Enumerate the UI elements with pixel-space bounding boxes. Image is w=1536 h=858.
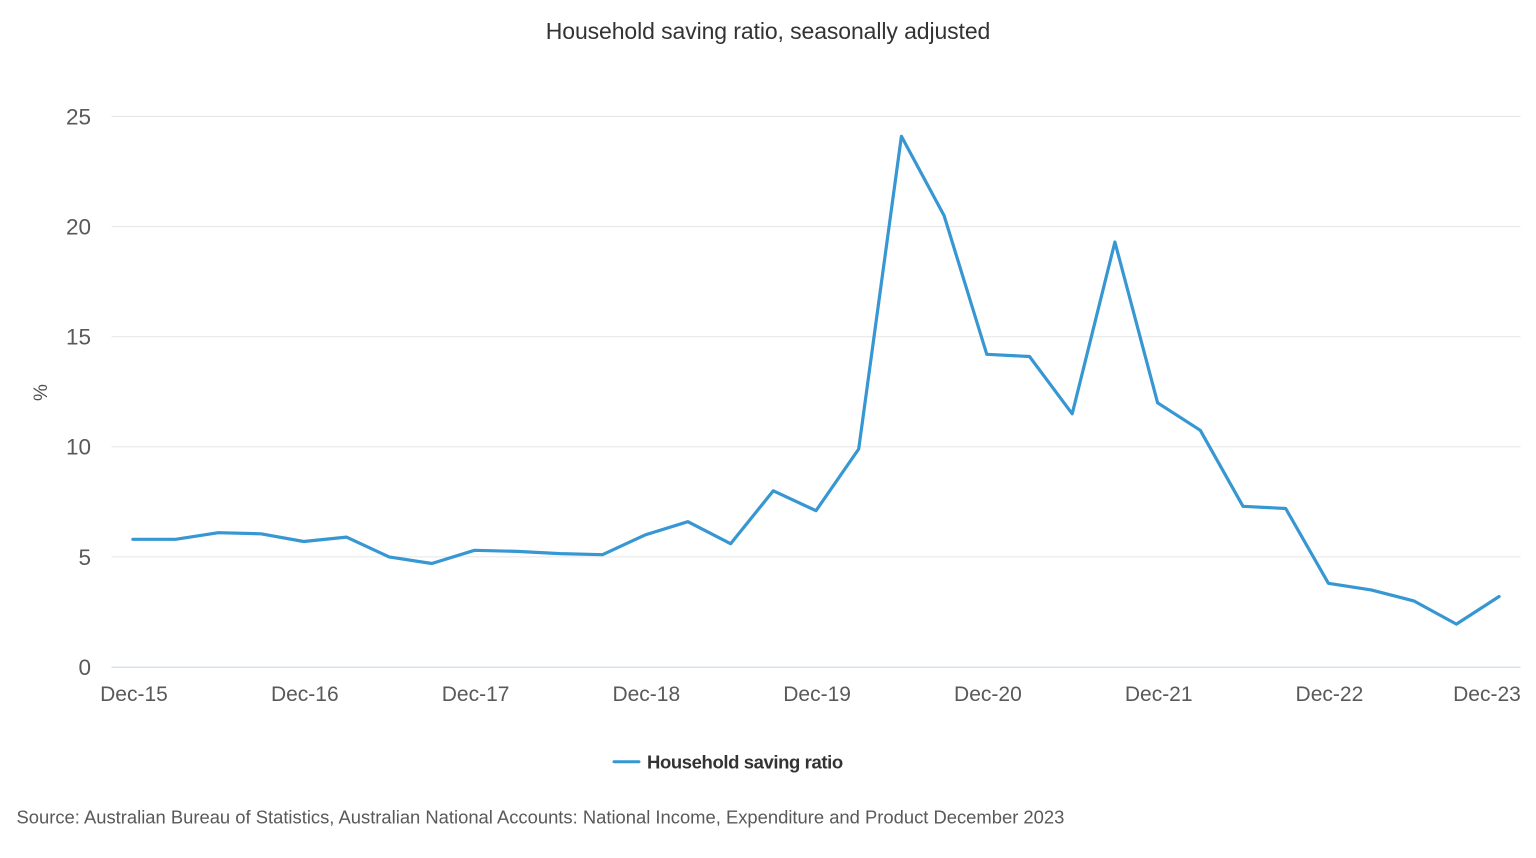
svg-text:20: 20 [66,215,91,240]
svg-text:Dec-22: Dec-22 [1296,683,1364,706]
svg-text:0: 0 [78,655,91,680]
svg-text:Dec-17: Dec-17 [442,683,510,706]
svg-text:Household saving ratio: Household saving ratio [647,752,843,773]
svg-text:%: % [31,384,52,401]
svg-text:10: 10 [66,435,91,460]
svg-text:Household saving ratio, season: Household saving ratio, seasonally adjus… [546,18,990,44]
svg-text:Dec-18: Dec-18 [612,683,680,706]
svg-text:15: 15 [66,325,91,350]
svg-text:Dec-21: Dec-21 [1125,683,1193,706]
svg-text:Dec-20: Dec-20 [954,683,1022,706]
svg-text:Dec-23: Dec-23 [1453,683,1521,706]
svg-text:Dec-19: Dec-19 [783,683,851,706]
svg-text:Source: Australian Bureau of S: Source: Australian Bureau of Statistics,… [17,806,1065,827]
svg-text:Dec-15: Dec-15 [100,683,168,706]
svg-text:5: 5 [78,545,91,570]
svg-text:25: 25 [66,104,91,129]
svg-text:Dec-16: Dec-16 [271,683,339,706]
